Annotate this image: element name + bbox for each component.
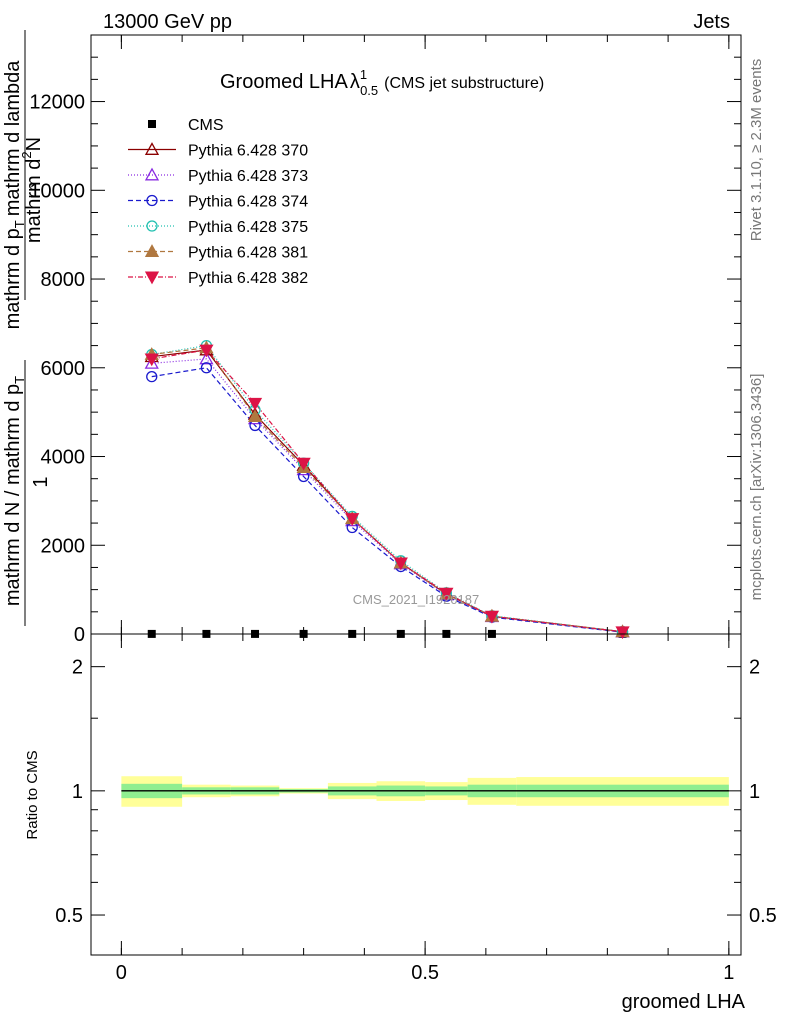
ratio-ytick-label-right: 0.5 [749,905,777,927]
data-point-pythia-6-428-373 [144,356,159,369]
x-axis-label: groomed LHA [622,991,746,1013]
chart-title: Groomed LHA λ1 0.5 (CMS jet substructure) [220,67,544,98]
data-point-pythia-6-428-382 [199,344,214,358]
main-ytick-label: 4000 [41,447,86,469]
x-tick-label: 0.5 [411,962,439,984]
ratio-ytick-label-right: 1 [749,781,760,803]
main-ytick-label: 8000 [41,269,86,291]
x-tick-label: 1 [723,962,734,984]
data-point-pythia-6-428-382 [345,513,360,526]
main-ytick-label: 10000 [29,180,85,202]
main-ylabel-numerator-one: 1 [30,476,52,487]
legend-label-pythia-6-428-374: Pythia 6.428 374 [188,194,308,211]
ratio-ytick-label: 2 [72,657,83,679]
legend-label-pythia-6-428-370: Pythia 6.428 370 [188,143,308,160]
series-line-pythia-6-428-381 [151,347,623,633]
chart-title-main: Groomed LHA [220,71,348,93]
data-point-pythia-6-428-374 [200,362,213,374]
data-point-pythia-6-428-382 [247,397,263,411]
legend-marker-pythia-6-428-382 [144,271,160,285]
ratio-panel-frame [90,633,742,956]
main-ylabel-denominator-one: mathrm d N / mathrm d pT [2,376,27,606]
main-ytick-label: 0 [74,624,85,646]
main-ylabel-denominator-two: mathrm d pTmathrm d lambda [2,60,27,330]
chart-title-sup: 1 [360,67,367,82]
watermark: CMS_2021_I1920187 [353,592,480,607]
data-point-pythia-6-428-382 [144,353,159,367]
data-point-pythia-6-428-382 [615,626,630,640]
legend-label-pythia-6-428-381: Pythia 6.428 381 [188,245,308,262]
data-point-pythia-6-428-374 [146,371,158,383]
data-point-pythia-6-428-382 [296,457,311,471]
chart-title-lambda: λ [350,71,360,93]
series-line-pythia-6-428-375 [151,344,623,633]
mcplots-label: mcplots.cern.ch [arXiv:1306.3436] [748,374,765,601]
chart-title-sub: 0.5 [360,83,378,98]
legend-marker-pythia-6-428-374 [146,194,158,207]
main-ytick-label: 2000 [41,535,86,557]
main-ylabel-numerator-two: mathrm d2N [19,137,45,243]
data-point-pythia-6-428-373 [199,351,214,365]
data-point-pythia-6-428-382 [439,587,454,601]
ratio-ytick-label-right: 2 [749,657,760,679]
legend-label-pythia-6-428-375: Pythia 6.428 375 [188,219,308,236]
legend-marker-cms [148,120,156,128]
series-line-pythia-6-428-370 [151,349,623,633]
legend-label-pythia-6-428-373: Pythia 6.428 373 [188,168,308,185]
data-point-pythia-6-428-381 [247,409,263,423]
ratio-ylabel: Ratio to CMS [24,750,41,839]
data-point-pythia-6-428-382 [393,557,408,571]
series-line-pythia-6-428-374 [151,367,623,633]
legend-marker-pythia-6-428-373 [144,167,160,181]
main-ytick-label: 6000 [41,358,86,380]
header-left: 13000 GeV pp [103,11,232,33]
rivet-label: Rivet 3.1.10, ≥ 2.3M events [748,59,765,242]
legend-marker-pythia-6-428-370 [144,142,160,155]
header-right: Jets [693,11,730,33]
legend-marker-pythia-6-428-375 [146,220,158,232]
ratio-ytick-label: 1 [72,781,83,803]
data-point-pythia-6-428-382 [484,610,500,624]
legend-label-pythia-6-428-382: Pythia 6.428 382 [188,270,308,287]
legend-marker-pythia-6-428-381 [144,244,160,257]
chart-title-note: (CMS jet substructure) [384,75,544,92]
x-tick-label: 0 [116,962,127,984]
ratio-ytick-label: 0.5 [55,905,83,927]
main-ytick-label: 12000 [29,92,85,114]
series-line-pythia-6-428-382 [151,349,623,633]
legend-label-cms: CMS [188,117,224,134]
